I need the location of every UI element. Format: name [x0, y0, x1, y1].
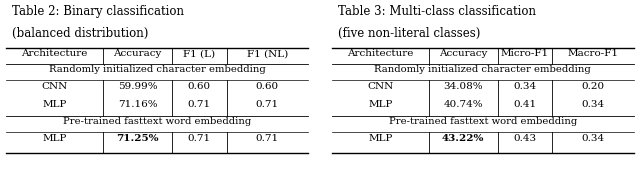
Text: 0.71: 0.71 — [255, 100, 279, 109]
Text: 40.74%: 40.74% — [444, 100, 483, 109]
Text: MLP: MLP — [42, 100, 67, 109]
Text: Pre-trained fasttext word embedding: Pre-trained fasttext word embedding — [63, 117, 252, 126]
Text: 71.25%: 71.25% — [116, 134, 159, 143]
Text: CNN: CNN — [42, 82, 68, 91]
Text: Accuracy: Accuracy — [439, 49, 488, 58]
Text: 0.60: 0.60 — [255, 82, 279, 91]
Text: F1 (L): F1 (L) — [183, 49, 216, 58]
Text: 0.20: 0.20 — [581, 82, 604, 91]
Text: 0.34: 0.34 — [581, 100, 604, 109]
Text: Randomly initialized character embedding: Randomly initialized character embedding — [49, 65, 266, 75]
Text: F1 (NL): F1 (NL) — [246, 49, 288, 58]
Text: MLP: MLP — [368, 100, 392, 109]
Text: CNN: CNN — [367, 82, 394, 91]
Text: Randomly initialized character embedding: Randomly initialized character embedding — [374, 65, 591, 75]
Text: 0.71: 0.71 — [188, 134, 211, 143]
Text: 0.71: 0.71 — [255, 134, 279, 143]
Text: MLP: MLP — [42, 134, 67, 143]
Text: Table 2: Binary classification: Table 2: Binary classification — [12, 5, 184, 18]
Text: Architecture: Architecture — [347, 49, 413, 58]
Text: Pre-trained fasttext word embedding: Pre-trained fasttext word embedding — [388, 117, 577, 126]
Text: 43.22%: 43.22% — [442, 134, 484, 143]
Text: (five non-literal classes): (five non-literal classes) — [338, 27, 481, 40]
Text: 0.34: 0.34 — [513, 82, 536, 91]
Text: MLP: MLP — [368, 134, 392, 143]
Text: 0.60: 0.60 — [188, 82, 211, 91]
Text: 0.41: 0.41 — [513, 100, 536, 109]
Text: Macro-F1: Macro-F1 — [568, 49, 618, 58]
Text: Accuracy: Accuracy — [113, 49, 162, 58]
Text: Architecture: Architecture — [22, 49, 88, 58]
Text: Table 3: Multi-class classification: Table 3: Multi-class classification — [338, 5, 536, 18]
Text: 0.71: 0.71 — [188, 100, 211, 109]
Text: 59.99%: 59.99% — [118, 82, 157, 91]
Text: Micro-F1: Micro-F1 — [501, 49, 549, 58]
Text: 0.34: 0.34 — [581, 134, 604, 143]
Text: 0.43: 0.43 — [513, 134, 536, 143]
Text: (balanced distribution): (balanced distribution) — [12, 27, 149, 40]
Text: 71.16%: 71.16% — [118, 100, 157, 109]
Text: 34.08%: 34.08% — [444, 82, 483, 91]
